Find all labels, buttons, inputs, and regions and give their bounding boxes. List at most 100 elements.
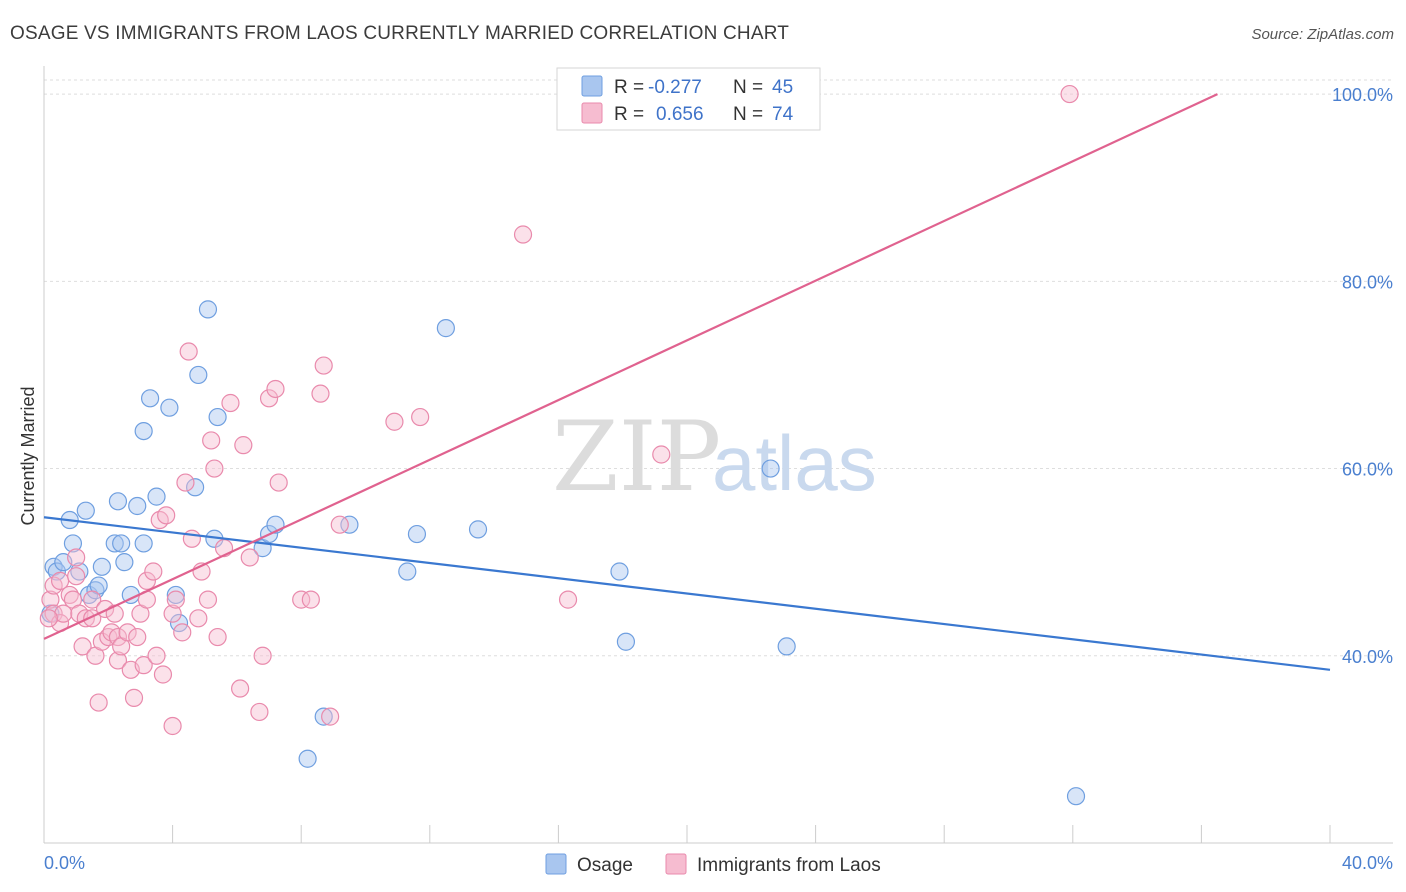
point-osage-39 <box>468 520 488 539</box>
series-legend-swatch-osage <box>545 853 567 875</box>
point-laos-34 <box>147 646 166 665</box>
point-osage-12 <box>105 534 124 553</box>
point-osage-37 <box>407 524 427 544</box>
point-laos-28 <box>128 627 147 647</box>
chart-title: OSAGE VS IMMIGRANTS FROM LAOS CURRENTLY … <box>10 23 789 44</box>
scatter-points <box>39 84 1086 806</box>
point-osage-20 <box>140 389 160 408</box>
legend-r-value-laos: 0.656 <box>656 104 704 125</box>
y-axis-label: Currently Married <box>18 386 38 525</box>
point-osage-43 <box>777 637 796 656</box>
point-laos-49 <box>205 459 224 478</box>
point-osage-14 <box>112 534 131 553</box>
source-label: Source: ZipAtlas.com <box>1251 26 1394 43</box>
point-osage-36 <box>398 562 417 581</box>
point-osage-21 <box>147 487 166 506</box>
point-laos-55 <box>240 548 259 567</box>
point-osage-35 <box>340 515 359 534</box>
point-laos-54 <box>234 436 253 455</box>
point-laos-45 <box>189 609 208 628</box>
trend-line-osage <box>43 516 1331 671</box>
point-laos-42 <box>176 473 195 492</box>
series-legend-label-laos: Immigrants from Laos <box>697 855 881 876</box>
watermark: ZIP atlas <box>552 401 877 513</box>
point-laos-38 <box>163 604 182 623</box>
grid <box>44 79 1393 657</box>
point-laos-40 <box>166 590 185 609</box>
legend-r-label-laos: R = <box>614 104 644 125</box>
point-laos-48 <box>202 431 221 450</box>
legend-r-value-osage: -0.277 <box>648 77 702 98</box>
point-laos-33 <box>144 562 163 581</box>
point-laos-30 <box>134 656 153 675</box>
trend-line-laos <box>43 93 1218 640</box>
point-laos-51 <box>214 539 234 558</box>
point-osage-13 <box>108 492 128 511</box>
point-laos-70 <box>558 590 578 609</box>
point-osage-34 <box>314 707 333 726</box>
point-laos-65 <box>321 707 340 726</box>
point-laos-22 <box>108 651 128 670</box>
point-laos-50 <box>208 627 227 647</box>
point-laos-62 <box>301 590 320 609</box>
legend-n-value-laos: 74 <box>772 104 794 125</box>
point-laos-52 <box>221 393 240 413</box>
point-laos-68 <box>411 407 430 427</box>
point-laos-27 <box>124 688 144 707</box>
point-laos-71 <box>652 445 671 464</box>
stats-legend: R = -0.277 N = 45 R = 0.656 N = 74 <box>556 67 821 131</box>
x-tick-label-max: 40.0% <box>1342 853 1393 873</box>
point-osage-38 <box>436 319 455 338</box>
y-tick-label-1: 60.0% <box>1342 460 1393 480</box>
point-osage-15 <box>115 553 134 572</box>
point-osage-18 <box>134 421 153 441</box>
point-laos-0 <box>41 590 60 609</box>
point-osage-17 <box>128 496 147 516</box>
axes <box>43 66 1393 844</box>
point-laos-66 <box>330 515 349 534</box>
series-legend: Osage Immigrants from Laos <box>545 853 881 876</box>
point-laos-9 <box>67 548 86 567</box>
point-laos-8 <box>67 567 86 586</box>
y-tick-label-0: 40.0% <box>1342 647 1393 667</box>
point-laos-13 <box>83 590 102 609</box>
point-laos-60 <box>269 473 288 492</box>
legend-swatch-osage <box>581 75 603 97</box>
point-laos-56 <box>250 702 269 722</box>
series-legend-label-osage: Osage <box>577 855 633 876</box>
point-laos-25 <box>118 623 137 642</box>
y-tick-label-2: 80.0% <box>1342 272 1393 292</box>
point-osage-44 <box>1066 787 1086 806</box>
y-tick-labels: 40.0% 60.0% 80.0% 100.0% <box>1332 85 1393 667</box>
point-laos-58 <box>259 389 279 408</box>
point-laos-57 <box>253 646 272 665</box>
point-osage-41 <box>616 632 636 651</box>
series-legend-swatch-laos <box>665 853 687 875</box>
point-osage-5 <box>63 534 83 553</box>
legend-r-label-osage: R = <box>614 77 644 98</box>
point-laos-69 <box>513 225 533 244</box>
point-laos-53 <box>231 679 250 698</box>
point-laos-5 <box>54 604 73 623</box>
point-osage-7 <box>76 501 95 520</box>
point-laos-64 <box>314 356 333 375</box>
point-laos-37 <box>157 506 176 525</box>
y-tick-label-3: 100.0% <box>1332 85 1393 105</box>
legend-n-label-laos: N = <box>733 104 763 125</box>
point-laos-73 <box>39 609 58 628</box>
point-laos-39 <box>163 716 182 736</box>
point-laos-41 <box>173 623 192 642</box>
point-laos-67 <box>385 412 404 431</box>
point-laos-59 <box>266 379 285 399</box>
watermark-atlas: atlas <box>712 419 877 507</box>
point-laos-11 <box>73 637 92 656</box>
point-laos-63 <box>311 384 330 403</box>
point-osage-26 <box>189 365 208 385</box>
point-osage-27 <box>198 300 218 319</box>
point-osage-29 <box>208 407 227 427</box>
point-laos-44 <box>182 529 201 548</box>
x-tick-label-min: 0.0% <box>44 853 85 873</box>
point-laos-47 <box>198 590 218 609</box>
legend-n-value-osage: 45 <box>772 77 793 98</box>
